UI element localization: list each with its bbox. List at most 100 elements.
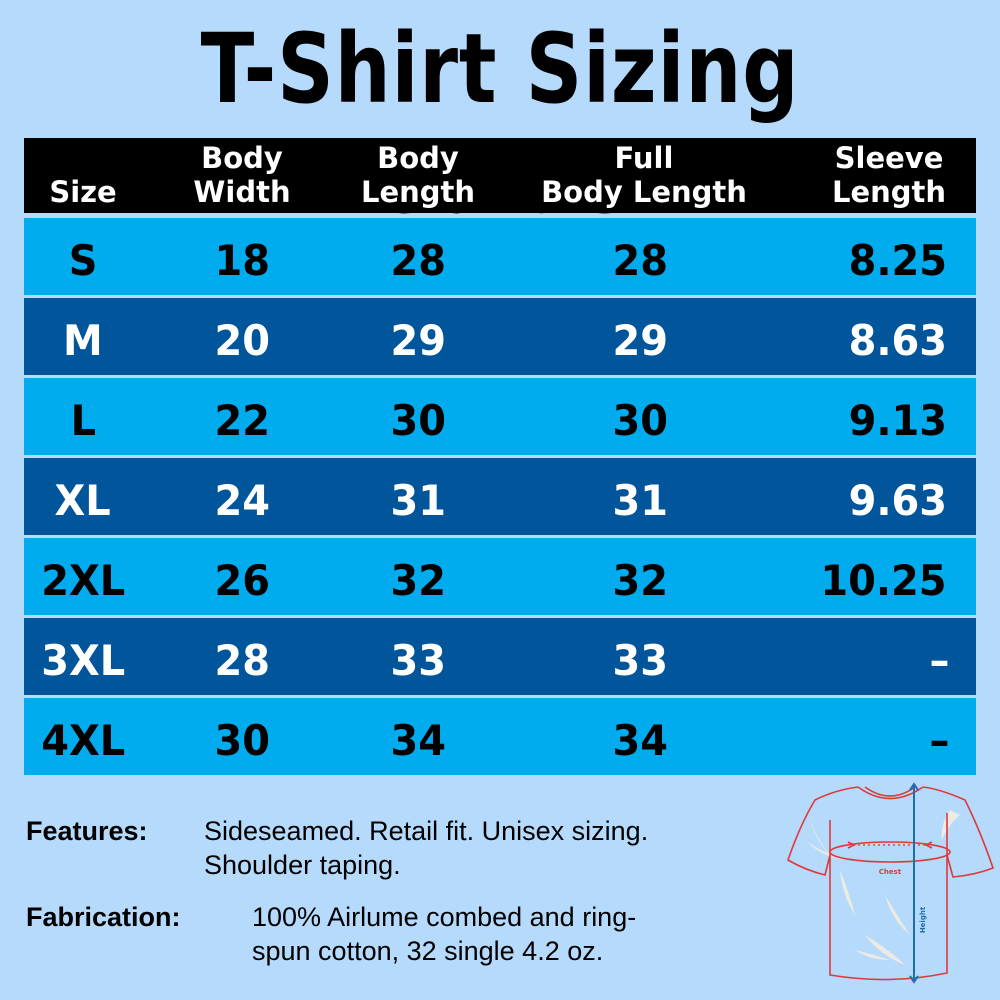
- cell-value: 18: [214, 236, 270, 285]
- table-header: Size Body Width Body Length Full Body Lengt…: [24, 138, 976, 213]
- cell-size: 2XL: [24, 538, 142, 615]
- table-body: S 18 28 28 8.25 M 20 29 29 8.63 L 22 30 30 9.13 XL 24 31 3…: [24, 218, 976, 775]
- cell-value: 26: [214, 556, 270, 605]
- table-row: S 18 28 28 8.25: [24, 218, 976, 295]
- cell-value: 28: [612, 236, 668, 285]
- cell-sleeve-length: 8.63: [800, 298, 950, 375]
- chest-label: Chest: [879, 868, 902, 876]
- cell-value: L: [70, 396, 96, 445]
- height-arrows-icon: [909, 782, 919, 984]
- features-line2: Shoulder taping.: [204, 850, 401, 880]
- cell-value: M: [63, 316, 103, 365]
- cell-value: 32: [612, 556, 668, 605]
- cell-body-width: 20: [172, 298, 312, 375]
- cell-full-body-length: 31: [570, 458, 710, 535]
- cell-full-body-length: 32: [570, 538, 710, 615]
- cell-body-width: 26: [172, 538, 312, 615]
- table-row: 3XL 28 33 33 –: [24, 618, 976, 695]
- fabrication-line1: 100% Airlume combed and ring-: [252, 902, 637, 932]
- header-sleeve-length: Sleeve Length: [814, 141, 964, 209]
- cell-body-width: 30: [172, 698, 312, 775]
- cell-value: 34: [612, 716, 668, 765]
- table-row: L 22 30 30 9.13: [24, 378, 976, 455]
- cell-size: 4XL: [24, 698, 142, 775]
- cell-value: 30: [612, 396, 668, 445]
- cell-value: 34: [390, 716, 446, 765]
- cell-body-length: 30: [348, 378, 488, 455]
- cell-value: 8.63: [848, 316, 948, 365]
- tshirt-measurement-diagram: Chest Height: [787, 782, 995, 984]
- cell-value: 32: [390, 556, 446, 605]
- cell-sleeve-length: 10.25: [800, 538, 950, 615]
- cell-body-width: 28: [172, 618, 312, 695]
- shirt-outline: [787, 786, 995, 981]
- cell-value: 33: [390, 636, 446, 685]
- cell-sleeve-length: 8.25: [800, 218, 950, 295]
- cell-full-body-length: 30: [570, 378, 710, 455]
- header-line2: Length: [831, 175, 947, 209]
- cell-body-width: 18: [172, 218, 312, 295]
- features-label: Features:: [26, 816, 148, 846]
- table-row: 4XL 30 34 34 –: [24, 698, 976, 775]
- cell-body-length: 32: [348, 538, 488, 615]
- cell-body-length: 33: [348, 618, 488, 695]
- fabrication-line2: spun cotton, 32 single 4.2 oz.: [252, 936, 604, 966]
- cell-full-body-length: 34: [570, 698, 710, 775]
- header-full-body-length: Full Body Length: [514, 141, 774, 209]
- cell-value: 29: [390, 316, 446, 365]
- header-body-width: Body Width: [172, 141, 312, 209]
- cell-value: 28: [390, 236, 446, 285]
- header-line1: Body: [377, 141, 459, 175]
- cell-body-length: 34: [348, 698, 488, 775]
- cell-value: XL: [54, 476, 112, 525]
- header-line1: Sleeve: [834, 141, 944, 175]
- size-table: Size Body Width Body Length Full Body Lengt…: [24, 138, 976, 778]
- header-size: Size: [24, 175, 142, 209]
- cell-value: 24: [214, 476, 270, 525]
- cell-value: 30: [214, 716, 270, 765]
- header-line2: Width: [193, 175, 291, 209]
- cell-value: 30: [390, 396, 446, 445]
- header-line2: Size: [49, 175, 117, 209]
- cell-sleeve-length: 9.13: [800, 378, 950, 455]
- cell-body-width: 24: [172, 458, 312, 535]
- cell-body-length: 31: [348, 458, 488, 535]
- cell-size: L: [24, 378, 142, 455]
- cell-sleeve-length: –: [800, 698, 950, 775]
- cell-sleeve-length: –: [800, 618, 950, 695]
- cell-value: 2XL: [41, 556, 125, 605]
- cell-full-body-length: 28: [570, 218, 710, 295]
- cell-value: 28: [214, 636, 270, 685]
- header-line1: Full: [614, 141, 674, 175]
- chest-arrows-icon: [847, 841, 933, 849]
- cell-value: 31: [390, 476, 446, 525]
- header-line1: Body: [201, 141, 283, 175]
- cell-size: S: [24, 218, 142, 295]
- cell-size: XL: [24, 458, 142, 535]
- header-line2: Body Length: [541, 175, 747, 209]
- header-body-length: Body Length: [338, 141, 498, 209]
- cell-full-body-length: 29: [570, 298, 710, 375]
- cell-value: 9.13: [848, 396, 948, 445]
- cell-value: 31: [612, 476, 668, 525]
- height-label: Height: [919, 906, 927, 933]
- cell-value: 10.25: [820, 556, 947, 605]
- cell-value: 22: [214, 396, 270, 445]
- cell-value: 9.63: [848, 476, 948, 525]
- cell-value: 29: [612, 316, 668, 365]
- table-row: M 20 29 29 8.63: [24, 298, 976, 375]
- cell-value: 20: [214, 316, 270, 365]
- cell-value: –: [929, 636, 950, 685]
- cell-value: 4XL: [41, 716, 125, 765]
- cell-body-length: 28: [348, 218, 488, 295]
- cell-value: 8.25: [848, 236, 948, 285]
- fabrication-label: Fabrication:: [26, 902, 181, 932]
- cell-size: 3XL: [24, 618, 142, 695]
- table-row: 2XL 26 32 32 10.25: [24, 538, 976, 615]
- table-row: XL 24 31 31 9.63: [24, 458, 976, 535]
- header-line2: Length: [360, 175, 476, 209]
- shirt-highlights: [805, 810, 960, 965]
- cell-size: M: [24, 298, 142, 375]
- cell-sleeve-length: 9.63: [800, 458, 950, 535]
- cell-value: 33: [612, 636, 668, 685]
